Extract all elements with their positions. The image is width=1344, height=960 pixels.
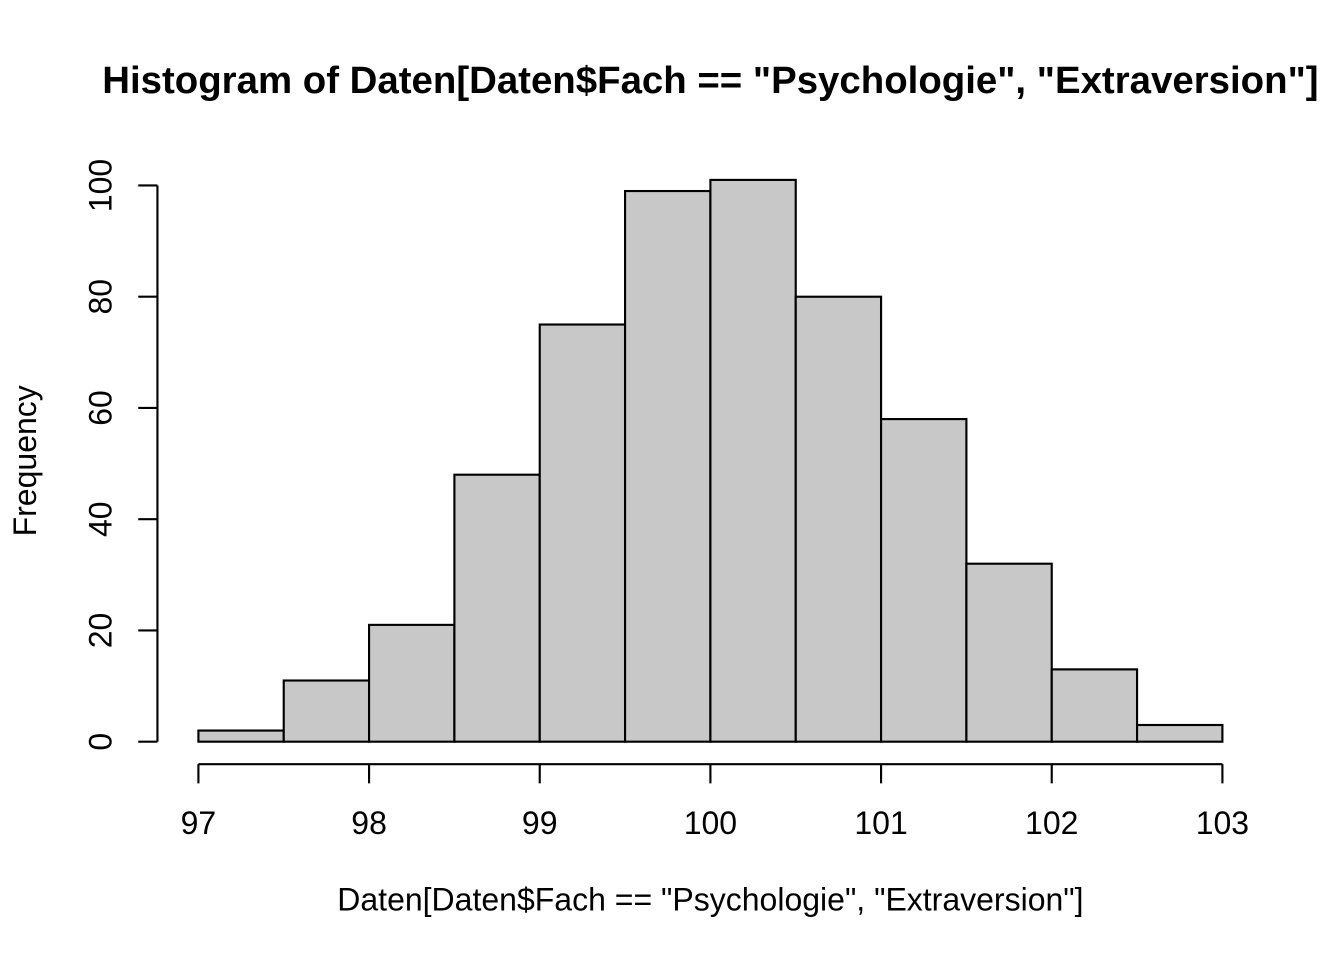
svg-text:20: 20 (83, 613, 119, 649)
svg-text:60: 60 (83, 390, 119, 426)
svg-text:97: 97 (181, 805, 217, 841)
svg-text:Histogram of Daten[Daten$Fach: Histogram of Daten[Daten$Fach == "Psycho… (102, 59, 1318, 102)
svg-text:80: 80 (83, 279, 119, 315)
svg-text:101: 101 (854, 805, 907, 841)
svg-text:102: 102 (1025, 805, 1078, 841)
svg-text:100: 100 (83, 159, 119, 212)
svg-text:100: 100 (684, 805, 737, 841)
svg-text:103: 103 (1196, 805, 1249, 841)
svg-text:Frequency: Frequency (7, 385, 43, 536)
svg-text:Daten[Daten$Fach == "Psycholog: Daten[Daten$Fach == "Psychologie", "Extr… (337, 882, 1083, 918)
svg-text:40: 40 (83, 501, 119, 537)
svg-text:99: 99 (522, 805, 558, 841)
svg-text:0: 0 (83, 733, 119, 751)
svg-text:98: 98 (351, 805, 387, 841)
